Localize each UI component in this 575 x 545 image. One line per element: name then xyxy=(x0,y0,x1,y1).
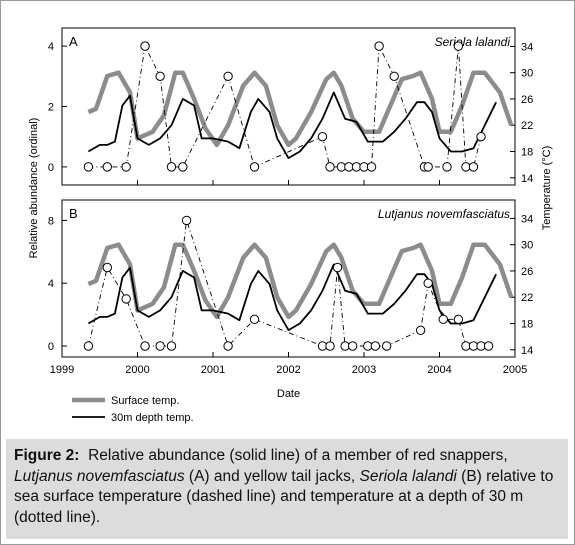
abundance-point xyxy=(438,314,448,325)
abundance-point xyxy=(468,162,479,172)
abundance-point xyxy=(347,341,358,351)
abundance-point xyxy=(325,162,335,172)
panel-letter: B xyxy=(69,206,78,221)
panel-letter: A xyxy=(69,34,78,49)
plot-frame xyxy=(61,27,516,186)
species-label: Seriola lalandi xyxy=(435,35,511,49)
right-tick-label: 34 xyxy=(521,41,533,53)
abundance-point xyxy=(155,341,165,351)
abundance-point xyxy=(223,71,233,82)
caption-part-0: Relative abundance (solid line) of a mem… xyxy=(88,447,508,464)
panel-b: 0 4 8 14 18 22 26 30 34 B Lutjanus novemfasciatus xyxy=(48,199,533,358)
right-tick-label: 22 xyxy=(521,292,533,304)
abundance-point xyxy=(389,71,399,82)
x-tick-label: 2001 xyxy=(201,364,225,376)
abundance-point xyxy=(332,262,343,273)
caption-part-1: Lutjanus novemfasciatus xyxy=(14,467,185,485)
surface-temp-line xyxy=(87,70,514,148)
legend: Surface temp. 30m depth temp. xyxy=(72,395,194,424)
abundance-point xyxy=(83,162,94,172)
abundance-point xyxy=(102,162,113,172)
right-tick-label: 22 xyxy=(521,120,533,132)
abundance-point xyxy=(249,314,260,325)
caption-part-4: (B) relative to sea surface temperature … xyxy=(14,467,554,526)
abundance-point xyxy=(121,294,131,304)
left-axis-label: Relative abundance (ordinal) xyxy=(28,118,40,259)
abundance-point xyxy=(178,162,188,172)
abundance-point xyxy=(453,41,464,51)
abundance-line xyxy=(88,44,482,168)
abundance-point xyxy=(140,341,150,351)
abundance-point xyxy=(181,215,192,226)
figure-chart: 0 2 4 14 18 22 26 30 34 A Seriola lalandi 0 4 8 14 18 22… xyxy=(28,27,553,424)
abundance-point xyxy=(442,162,452,172)
abundance-point xyxy=(223,341,233,351)
x-tick-label: 2000 xyxy=(125,364,149,376)
figure-caption: Figure 2: Relative abundance (solid line… xyxy=(14,446,562,528)
left-tick-label: 2 xyxy=(48,102,54,114)
abundance-point xyxy=(423,162,433,172)
x-axis-label: Date xyxy=(277,388,300,400)
caption-label: Figure 2: xyxy=(14,447,80,464)
species-label: Lutjanus novemfasciatus xyxy=(378,207,510,221)
abundance-point xyxy=(423,278,433,288)
x-tick-label: 2005 xyxy=(503,364,527,376)
abundance-point xyxy=(366,162,377,172)
right-tick-label: 26 xyxy=(521,266,533,278)
plot-frame xyxy=(61,199,516,358)
abundance-point xyxy=(83,341,94,351)
right-tick-label: 30 xyxy=(521,68,533,80)
caption-part-3: Seriola lalandi xyxy=(359,467,457,485)
legend-label: Surface temp. xyxy=(111,395,179,407)
caption-body: Relative abundance (solid line) of a mem… xyxy=(14,447,553,526)
caption-part-2: (A) and yellow tail jacks, xyxy=(184,467,360,485)
abundance-point xyxy=(317,131,328,142)
x-tick-label: 2002 xyxy=(276,364,300,376)
right-tick-label: 14 xyxy=(521,173,533,185)
right-tick-label: 14 xyxy=(521,345,533,357)
x-tick-label: 2003 xyxy=(352,364,376,376)
abundance-point xyxy=(166,162,177,172)
x-tick-label: 1999 xyxy=(50,364,74,376)
abundance-point xyxy=(166,341,177,351)
abundance-point xyxy=(102,262,113,273)
depth-temp-line xyxy=(87,91,497,160)
left-tick-label: 8 xyxy=(48,215,54,227)
abundance-point xyxy=(155,71,165,82)
abundance-point xyxy=(325,341,335,351)
right-axis-label: Temperature (°C) xyxy=(541,146,553,230)
right-tick-label: 26 xyxy=(521,94,533,106)
right-tick-label: 30 xyxy=(521,240,533,252)
right-tick-label: 18 xyxy=(521,146,533,158)
abundance-point xyxy=(370,341,381,351)
caption-box xyxy=(6,439,568,539)
abundance-point xyxy=(381,341,392,351)
panel-a: 0 2 4 14 18 22 26 30 34 A Seriola lalandi xyxy=(48,27,533,186)
left-tick-label: 4 xyxy=(48,41,54,53)
surface-temp-line xyxy=(87,242,514,320)
abundance-point xyxy=(415,325,426,336)
abundance-point xyxy=(453,314,464,325)
abundance-point xyxy=(483,341,494,351)
right-tick-label: 18 xyxy=(521,318,533,330)
abundance-point xyxy=(140,41,150,51)
left-tick-label: 0 xyxy=(48,162,54,174)
abundance-point xyxy=(374,41,384,51)
abundance-point xyxy=(476,131,486,142)
right-tick-label: 34 xyxy=(521,213,533,225)
x-tick-label: 2004 xyxy=(427,364,451,376)
legend-label: 30m depth temp. xyxy=(111,412,194,424)
abundance-point xyxy=(121,162,131,172)
left-tick-label: 4 xyxy=(48,278,54,290)
abundance-point xyxy=(249,162,260,172)
left-tick-label: 0 xyxy=(48,341,54,353)
